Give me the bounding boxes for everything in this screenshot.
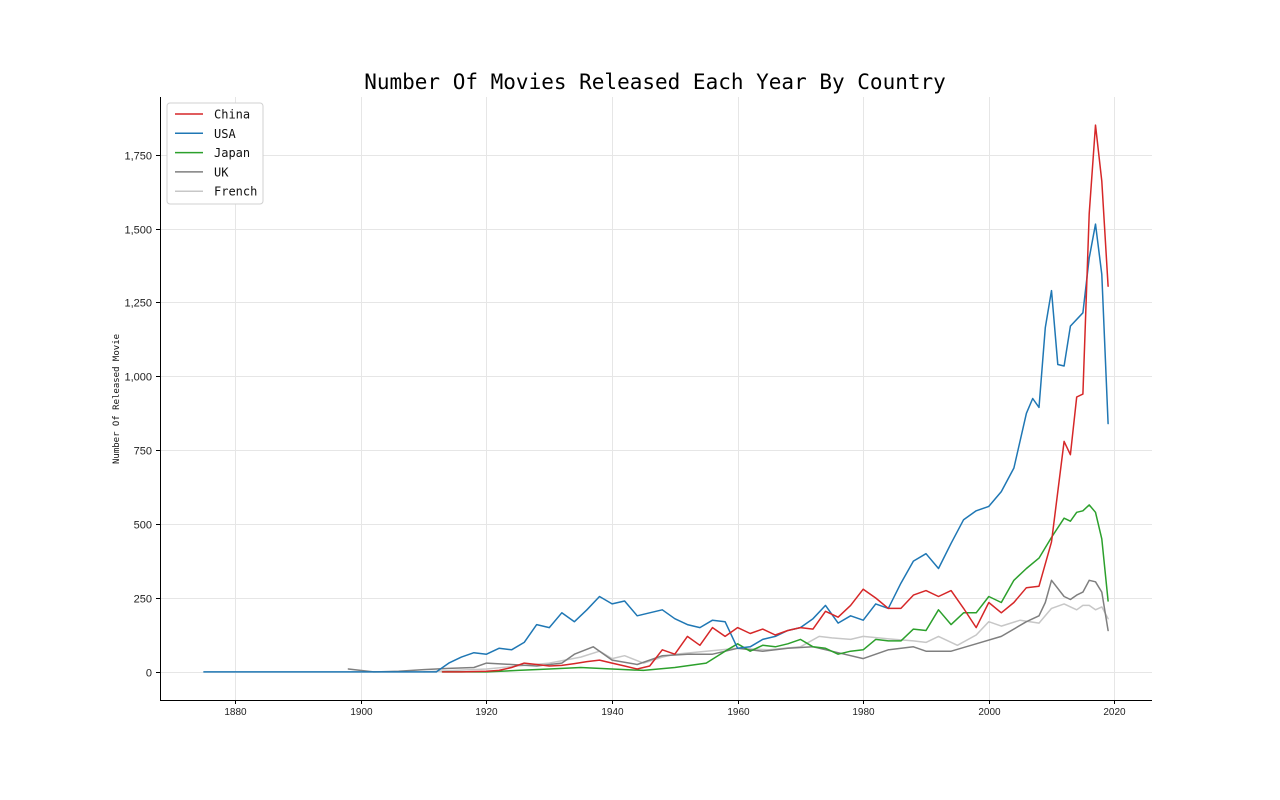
y-tick-label: 750 xyxy=(134,446,152,458)
series-line-japan xyxy=(441,504,1109,673)
chart-title: Number Of Movies Released Each Year By C… xyxy=(364,70,946,94)
y-tick-label: 1,500 xyxy=(124,225,152,237)
axis-ticks: 1880 1900 1920 1940 1960 1980 2000 2020 0 250 500 7… xyxy=(124,151,1126,719)
legend-label-china: China xyxy=(214,108,250,122)
y-tick-label: 250 xyxy=(134,594,152,606)
x-tick-label: 1960 xyxy=(727,707,750,718)
legend-label-uk: UK xyxy=(214,165,229,179)
y-tick-label: 0 xyxy=(146,668,152,680)
x-tick-label: 1920 xyxy=(475,707,498,718)
legend-label-japan: Japan xyxy=(214,146,250,160)
series-lines xyxy=(203,124,1109,673)
axes xyxy=(160,97,1152,701)
y-tick-label: 1,000 xyxy=(124,372,152,384)
legend: China USA Japan UK French xyxy=(166,102,264,205)
y-axis-label: Number Of Released Movie xyxy=(112,334,122,464)
x-tick-label: 1880 xyxy=(224,707,247,718)
x-tick-label: 1980 xyxy=(852,707,875,718)
y-tick-label: 1,250 xyxy=(124,298,152,310)
x-tick-label: 2020 xyxy=(1103,707,1126,718)
x-tick-label: 1900 xyxy=(350,707,373,718)
y-tick-label: 1,750 xyxy=(124,151,152,163)
legend-box xyxy=(166,102,264,205)
x-tick-label: 2000 xyxy=(978,707,1001,718)
y-tick-label: 500 xyxy=(134,520,152,532)
series-line-china xyxy=(441,124,1109,673)
legend-label-usa: USA xyxy=(214,127,236,141)
legend-label-french: French xyxy=(214,185,257,199)
x-tick-label: 1940 xyxy=(601,707,624,718)
